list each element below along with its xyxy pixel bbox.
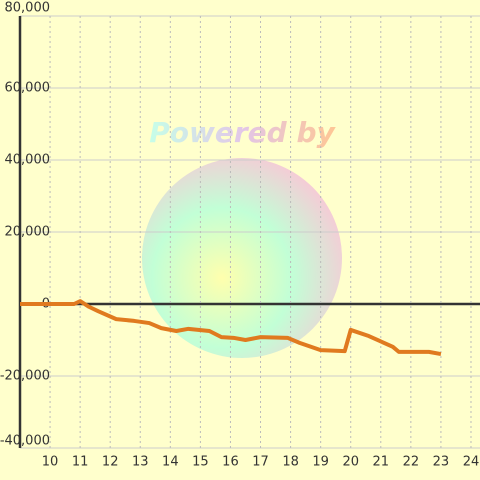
watermark: Powered by	[149, 116, 336, 149]
x-tick-label: 16	[222, 455, 239, 470]
x-tick-label: 20	[342, 455, 359, 470]
x-tick-label: 21	[373, 455, 390, 470]
y-tick-label: 60,000	[5, 81, 51, 96]
data-line	[20, 299, 442, 357]
x-tick-label: 23	[433, 455, 450, 470]
watermark-logo	[142, 158, 342, 358]
y-tick-label: -40,000	[0, 434, 50, 449]
y-tick-label: -20,000	[0, 369, 50, 384]
x-tick-label: 18	[282, 455, 299, 470]
y-tick-label: 20,000	[5, 225, 51, 240]
x-tick-label: 24	[463, 455, 480, 470]
y-tick-label: 40,000	[5, 153, 51, 168]
x-tick-label: 14	[162, 455, 179, 470]
y-tick-label: 80,000	[5, 1, 51, 16]
x-tick-label: 13	[132, 455, 149, 470]
x-tick-label: 11	[72, 455, 89, 470]
x-tick-label: 17	[252, 455, 269, 470]
x-tick-label: 22	[403, 455, 420, 470]
x-tick-label: 10	[42, 455, 59, 470]
x-tick-label: 19	[312, 455, 329, 470]
x-tick-label: 12	[102, 455, 119, 470]
x-tick-label: 15	[192, 455, 209, 470]
